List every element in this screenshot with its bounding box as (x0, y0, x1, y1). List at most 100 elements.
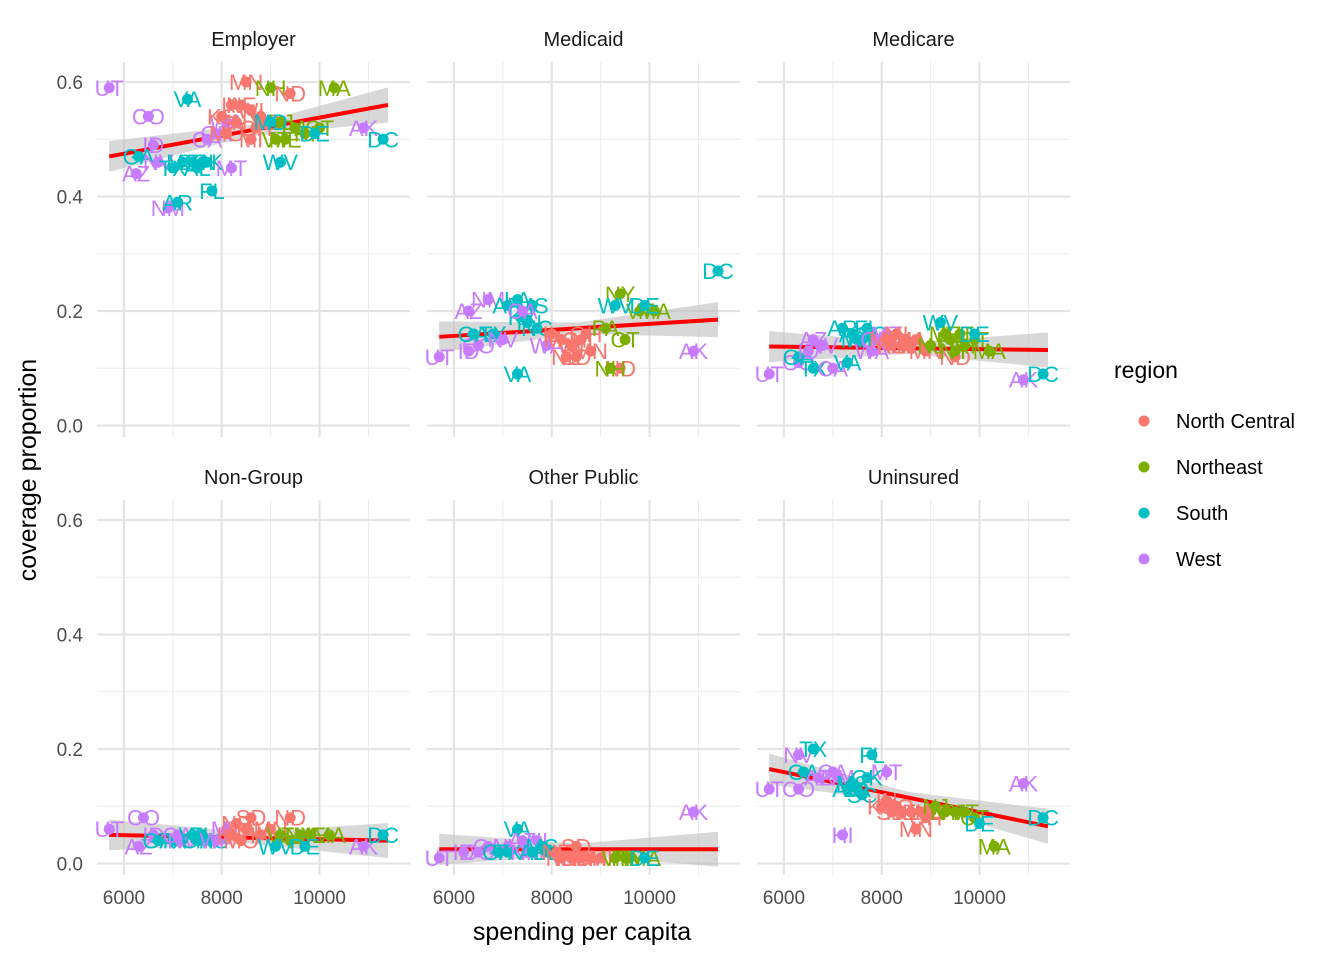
point-az (133, 840, 145, 852)
point-az (463, 305, 475, 317)
point-wa (866, 345, 878, 357)
point-label: MO (224, 829, 259, 854)
point-ar (841, 783, 853, 795)
point-co (793, 783, 805, 795)
point-mt (225, 162, 237, 174)
point-az (130, 168, 142, 180)
point-fl (541, 846, 553, 858)
point-ne (235, 99, 247, 111)
point-label: IA (906, 328, 927, 353)
point-label: MO (209, 122, 244, 147)
x-tick-label: 10000 (623, 888, 676, 909)
point-vt (609, 852, 621, 864)
point-label: VA (834, 351, 862, 376)
point-dc (377, 829, 389, 841)
point-in (895, 339, 907, 351)
point-de (974, 817, 986, 829)
point-tn (521, 316, 533, 328)
point-wv (274, 156, 286, 168)
point-label: ID (453, 840, 475, 865)
point-in (255, 829, 267, 841)
facet-other-public: Other Public6000800010000UTIDCOCAVANVGAT… (425, 467, 740, 909)
point-ga (133, 150, 145, 162)
point-la (511, 294, 523, 306)
point-ms (526, 299, 538, 311)
point-id (147, 139, 159, 151)
legend-key (1138, 507, 1150, 519)
point-mo (555, 334, 567, 346)
point-nj (925, 339, 937, 351)
point-label: MA (978, 834, 1011, 859)
point-nv (497, 334, 509, 346)
y-tick-label: 0.6 (57, 73, 83, 94)
point-label: DC (1027, 806, 1059, 831)
point-ca (482, 840, 494, 852)
point-vt (274, 829, 286, 841)
point-label: DE (629, 293, 660, 318)
point-tx (807, 743, 819, 755)
legend-key (1138, 415, 1150, 427)
point-mo (235, 835, 247, 847)
point-label: NH (595, 356, 627, 381)
point-ca (516, 305, 528, 317)
point-pa (284, 835, 296, 847)
point-label: TX (799, 356, 827, 381)
point-ga (492, 846, 504, 858)
point-label: ID (797, 339, 819, 364)
point-label: CO (127, 806, 160, 831)
y-tick-label: 0.2 (57, 740, 83, 761)
point-ar (837, 322, 849, 334)
point-id (463, 345, 475, 357)
point-nv (177, 835, 189, 847)
point-mo (221, 128, 233, 140)
point-label: AZ (799, 328, 827, 353)
point-nj (930, 800, 942, 812)
point-label: VA (174, 87, 202, 112)
point-co (472, 339, 484, 351)
point-az (812, 772, 824, 784)
point-oh (585, 852, 597, 864)
x-tick-label: 10000 (293, 888, 346, 909)
point-label: UT (755, 362, 784, 387)
point-label: MI (239, 127, 263, 152)
point-me (304, 829, 316, 841)
point-dc (1037, 368, 1049, 380)
point-label: NJ (917, 333, 944, 358)
point-label: AZ (125, 834, 153, 859)
point-ga (152, 835, 164, 847)
point-me (279, 133, 291, 145)
point-dc (377, 133, 389, 145)
point-ma (648, 305, 660, 317)
point-label: VT (951, 800, 979, 825)
point-label: NM (471, 288, 505, 313)
point-label: AZ (804, 766, 832, 791)
x-tick-label: 10000 (953, 888, 1006, 909)
point-mi (595, 852, 607, 864)
point-ut (433, 852, 445, 864)
point-label: RI (294, 122, 316, 147)
facet-non-group: Non-Group 0.0 0.2 0.4 0.6 6000 8000 10000 UT CO AZ… (57, 467, 410, 909)
point-label: AZ (122, 162, 150, 187)
point-sd (570, 351, 582, 363)
point-label: UT (95, 76, 124, 101)
facet-title: Medicaid (543, 29, 623, 51)
legend-label: North Central (1176, 411, 1295, 433)
point-ny (614, 288, 626, 300)
facet-title: Uninsured (868, 467, 959, 489)
point-tx (487, 328, 499, 340)
point-label: KS (207, 104, 236, 129)
point-label: AL (519, 840, 546, 865)
x-tick-label: 8000 (531, 888, 573, 909)
point-label: AK (349, 116, 379, 141)
point-ma (988, 840, 1000, 852)
facet-title: Non-Group (204, 467, 303, 489)
point-label: AK (679, 800, 709, 825)
point-label: FL (859, 743, 885, 768)
point-wa (211, 835, 223, 847)
legend-key (1138, 553, 1150, 565)
point-label: PA (592, 316, 620, 341)
point-label: ME (293, 823, 326, 848)
point-label: MT (216, 156, 248, 181)
legend-label: West (1176, 549, 1222, 571)
point-label: MD (254, 110, 288, 135)
